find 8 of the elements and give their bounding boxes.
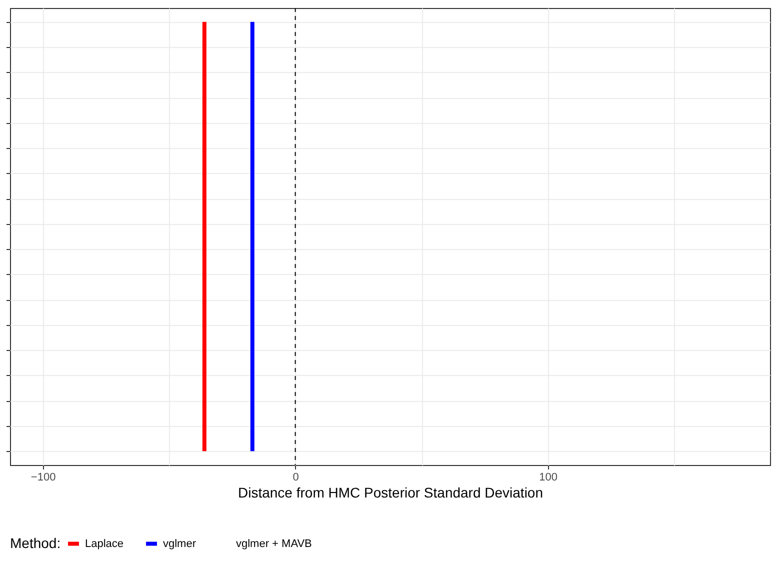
legend-label: vglmer <box>163 538 196 550</box>
text: vglmer + MAVB <box>236 538 312 550</box>
legend-title: Method: <box>10 535 61 551</box>
x-tick-label: 0 <box>292 472 299 484</box>
legend-label: Laplace <box>85 538 124 550</box>
x-axis-title: Distance from HMC Posterior Standard Deviation <box>238 484 544 500</box>
x-tick-label: −100 <box>30 472 56 484</box>
x-tick-label: 100 <box>539 472 558 484</box>
